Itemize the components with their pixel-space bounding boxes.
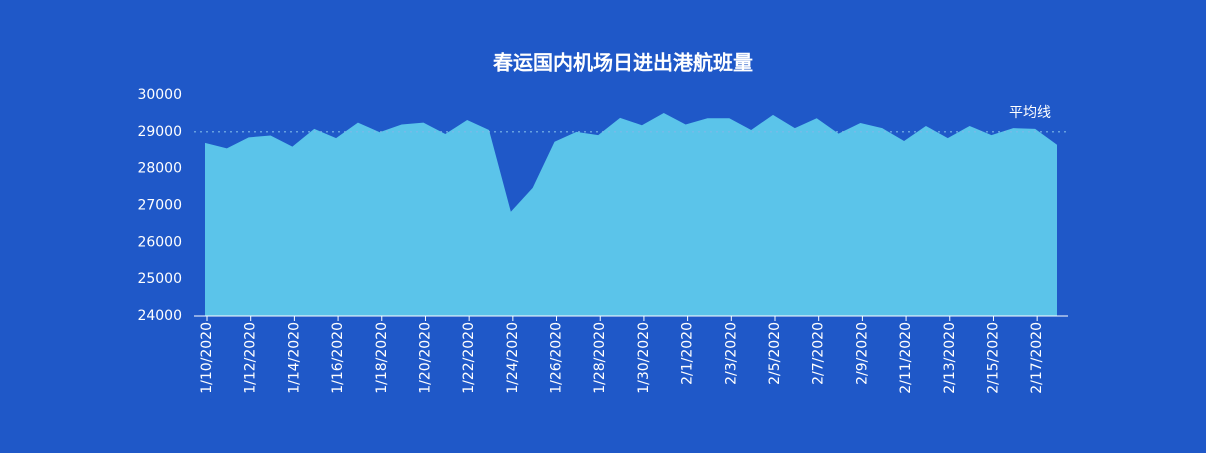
x-tick-label: 1/28/2020 bbox=[592, 322, 608, 394]
x-tick-label: 2/1/2020 bbox=[680, 322, 696, 385]
x-tick-label: 2/17/2020 bbox=[1029, 322, 1045, 394]
y-tick-label: 24000 bbox=[137, 308, 182, 324]
x-tick-label: 1/30/2020 bbox=[636, 322, 652, 394]
x-tick-label: 2/13/2020 bbox=[942, 322, 958, 394]
x-tick-label: 2/5/2020 bbox=[767, 322, 783, 385]
y-tick-label: 30000 bbox=[137, 87, 182, 103]
x-tick-label: 1/18/2020 bbox=[374, 322, 390, 394]
x-tick-label: 1/24/2020 bbox=[505, 322, 521, 394]
y-tick-label: 26000 bbox=[137, 234, 182, 250]
y-tick-label: 25000 bbox=[137, 271, 182, 287]
average-label: 平均线 bbox=[1009, 105, 1051, 121]
x-tick-label: 1/22/2020 bbox=[461, 322, 477, 394]
x-tick-label: 1/26/2020 bbox=[549, 322, 565, 394]
x-tick-label: 1/16/2020 bbox=[330, 322, 346, 394]
area bbox=[205, 113, 1057, 316]
x-tick-label: 1/12/2020 bbox=[243, 322, 259, 394]
y-tick-label: 27000 bbox=[137, 198, 182, 214]
x-tick-label: 2/7/2020 bbox=[811, 322, 827, 385]
y-tick-label: 28000 bbox=[137, 161, 182, 177]
x-tick-label: 1/20/2020 bbox=[417, 322, 433, 394]
y-tick-label: 29000 bbox=[137, 124, 182, 140]
x-tick-label: 1/10/2020 bbox=[199, 322, 215, 394]
x-tick-label: 2/11/2020 bbox=[898, 322, 914, 394]
chart-title: 春运国内机场日进出港航班量 bbox=[492, 51, 753, 75]
x-tick-label: 2/9/2020 bbox=[854, 322, 870, 385]
x-tick-label: 2/15/2020 bbox=[985, 322, 1001, 394]
x-tick-label: 1/14/2020 bbox=[286, 322, 302, 394]
x-tick-label: 2/3/2020 bbox=[723, 322, 739, 385]
